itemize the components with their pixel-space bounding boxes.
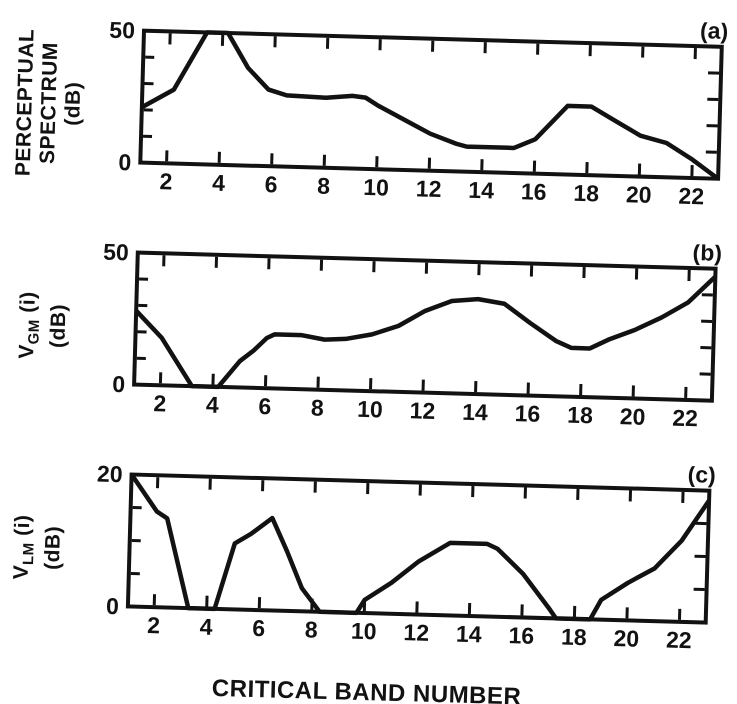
x-tick-label: 4 [199,613,213,639]
axis-box [132,250,718,403]
panel-a-ylabel-column: PERCEPTUAL SPECTRUM (dB) [0,3,101,204]
x-tick-label: 18 [573,180,600,207]
panel-letter: (a) [700,17,729,44]
x-tick-label: 6 [252,615,266,641]
x-tick-label: 2 [153,390,167,416]
y-axis-label-text: (dB) [46,303,71,348]
y-axis-label-subscript: LM [19,541,38,565]
y-axis-label-subscript: GM [25,318,44,345]
x-tick-label: 22 [666,626,692,653]
panel-c-ylabel-column: VLM (i) (dB) [0,447,88,648]
y-axis-label-line: (dB) [60,30,88,178]
x-tick-label: 18 [567,402,594,429]
x-tick-label: 14 [468,177,495,204]
x-tick-label: 22 [672,405,698,432]
y-axis-label-text: (dB) [40,525,65,570]
x-tick-label: 20 [619,403,645,430]
y-axis-label-text: (i) [10,513,34,543]
y-axis-label-text: V [15,343,39,359]
y-axis-label-line: VGM (i) [15,291,48,359]
data-curve [134,274,717,390]
x-tick-label: 8 [311,394,325,420]
x-tick-label: 10 [357,396,383,423]
panel-letter: (b) [692,239,722,266]
y-axis-label-text: (i) [16,290,41,319]
y-axis-label-line: VLM (i) [9,514,42,580]
x-tick-label: 10 [363,174,389,201]
x-tick-label: 22 [678,183,704,210]
panel-c-y-axis-label: VLM (i) (dB) [9,514,66,580]
x-tick-label: 6 [258,393,272,419]
y-axis-label-line: (dB) [46,291,72,359]
x-tick-label: 6 [264,171,278,197]
x-tick-label: 12 [416,175,442,202]
panel-b-ylabel-column: VGM (i) (dB) [0,225,94,426]
x-tick-label: 2 [159,168,173,194]
y-axis-label-text: V [9,564,33,580]
y-axis-label-text: (dB) [61,81,86,127]
panel-b-y-axis-label: VGM (i) (dB) [15,291,72,360]
x-tick-label: 16 [508,622,534,649]
x-axis-title: CRITICAL BAND NUMBER [211,674,522,704]
y-axis-label-line: SPECTRUM [36,29,64,177]
panel-c: VLM (i) (dB) 2 4 6 8 10 12 14 16 18 20 22 0 20 (c) [0,447,725,665]
axis-box [125,472,712,625]
x-tick-label: 20 [626,181,652,208]
y-tick-label: 50 [103,239,129,266]
y-tick-label: 0 [118,149,132,175]
data-curve [140,30,720,181]
x-tick-label: 12 [403,619,429,646]
panel-c-plot: 2 4 6 8 10 12 14 16 18 20 22 0 20 (c) [97,461,717,654]
y-tick-label: 50 [109,17,135,44]
y-tick-label: 0 [106,593,120,619]
x-tick-label: 16 [514,400,540,427]
panel-a: PERCEPTUAL SPECTRUM (dB) 2 4 6 8 10 12 14 16 18 20 2… [0,3,737,221]
x-tick-label: 20 [613,625,639,652]
y-tick-label: 20 [97,461,123,488]
y-axis-label-text: SPECTRUM [36,41,63,165]
y-tick-label: 0 [112,371,126,397]
x-tick-label: 4 [212,170,226,196]
x-tick-label: 8 [304,616,318,642]
panel-b: VGM (i) (dB) 2 4 6 8 10 12 14 16 18 20 22 0 50 (b) [0,225,731,443]
x-tick-label: 16 [521,178,547,205]
y-axis-label-text: PERCEPTUAL [11,28,40,177]
x-tick-label: 4 [206,392,220,418]
x-tick-label: 2 [147,612,161,638]
panel-letter: (c) [687,461,716,488]
x-tick-label: 12 [409,397,435,424]
axis-box [138,28,724,181]
panel-b-plot: 2 4 6 8 10 12 14 16 18 20 22 0 50 (b) [103,239,723,432]
x-tick-label: 14 [456,621,483,648]
x-tick-label: 10 [351,618,377,645]
panel-a-plot: 2 4 6 8 10 12 14 16 18 20 22 0 50 (a) [109,17,729,210]
panel-a-y-axis-label: PERCEPTUAL SPECTRUM (dB) [12,28,88,177]
x-tick-label: 18 [561,624,588,651]
data-curve [129,473,711,622]
x-tick-label: 8 [317,173,331,199]
x-tick-label: 14 [462,399,489,426]
y-axis-label-line: (dB) [40,515,66,580]
